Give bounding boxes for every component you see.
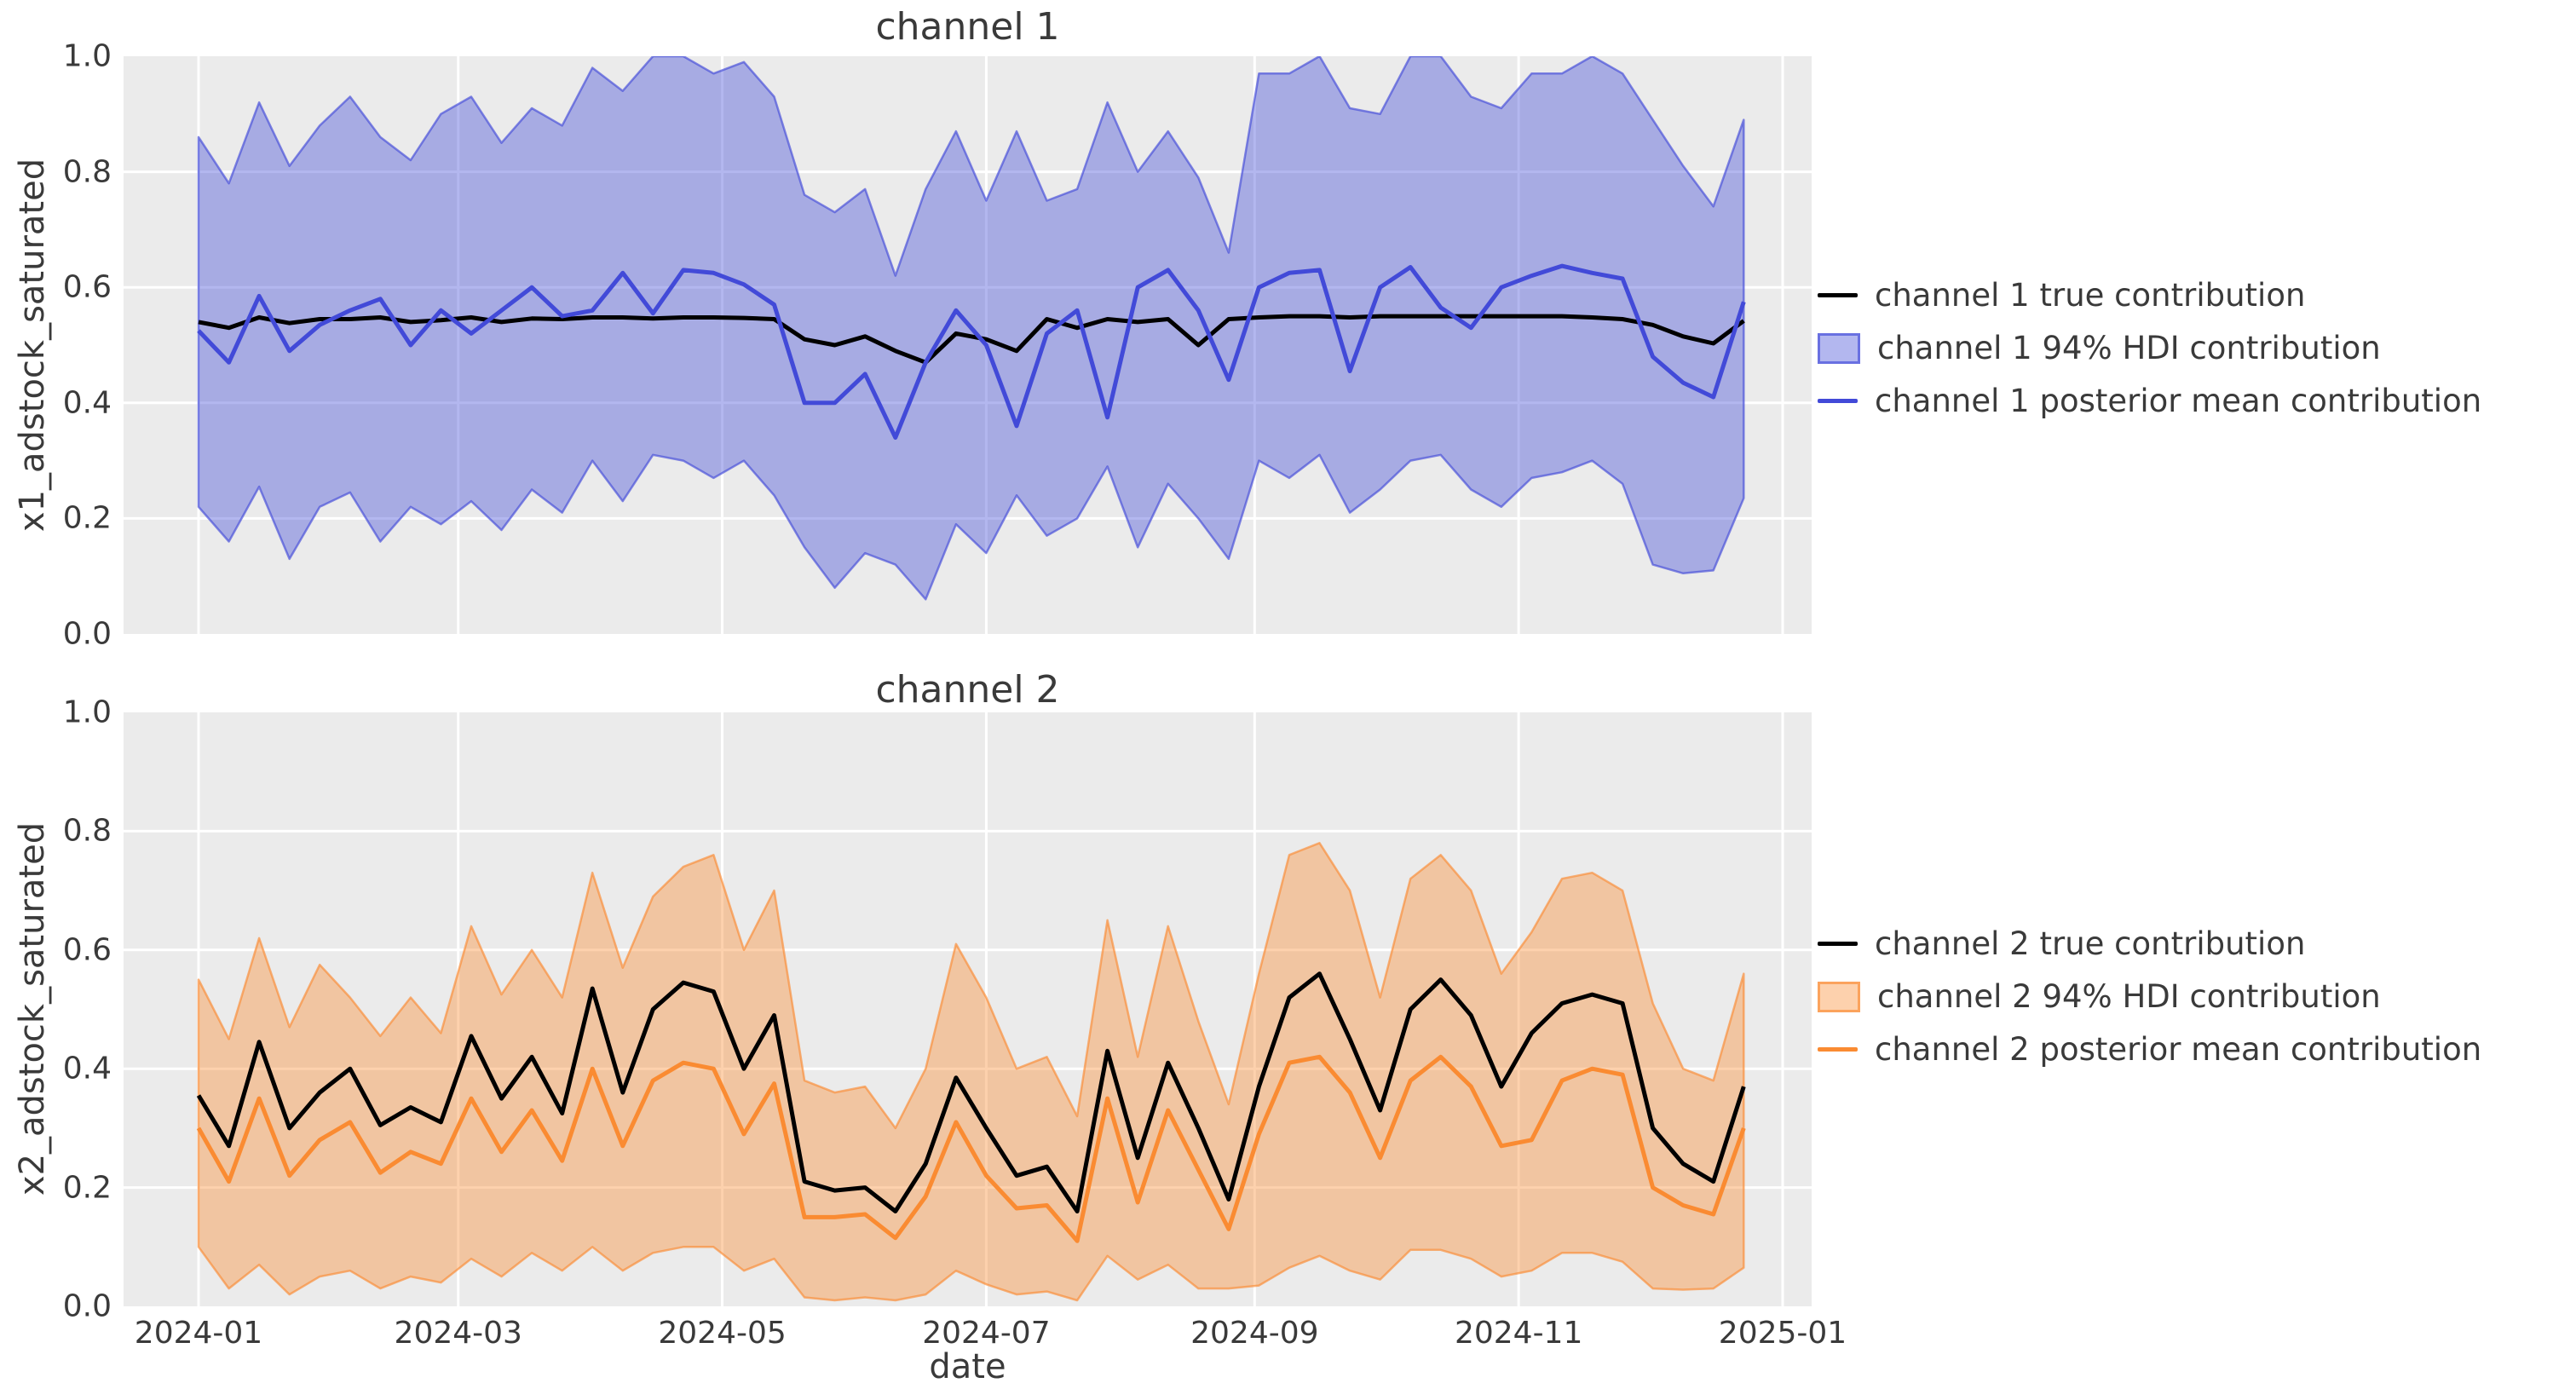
legend-label: channel 2 posterior mean contribution: [1875, 1031, 2482, 1068]
subplot-1-plot-area: [124, 56, 1812, 634]
legend-entry: channel 2 true contribution: [1818, 925, 2481, 962]
x-tick-label: 2024-05: [658, 1316, 787, 1351]
legend-label: channel 1 true contribution: [1875, 277, 2306, 314]
subplot-1-title: channel 1: [875, 5, 1060, 49]
legend-entry: channel 1 94% HDI contribution: [1818, 330, 2481, 366]
y-tick-label: 0.8: [62, 154, 112, 190]
y-tick-label: 0.0: [62, 1288, 112, 1324]
subplot-2-canvas: [124, 712, 1812, 1306]
y-tick-label: 1.0: [62, 38, 112, 74]
legend-hdi-patch-swatch: [1818, 981, 1860, 1012]
y-tick-label: 0.4: [62, 1051, 112, 1086]
x-tick-label: 2024-01: [134, 1316, 263, 1351]
legend-line-swatch: [1818, 1047, 1858, 1052]
subplot-2-y-axis-label: x2_adstock_saturated: [13, 821, 52, 1196]
legend-entry: channel 2 posterior mean contribution: [1818, 1031, 2481, 1068]
legend-line-swatch: [1818, 293, 1858, 297]
subplot-1-y-axis-label: x1_adstock_saturated: [13, 158, 52, 533]
legend-label: channel 1 posterior mean contribution: [1875, 383, 2482, 419]
x-axis-label: date: [929, 1347, 1006, 1383]
true-contribution-line: [198, 314, 1745, 365]
y-tick-label: 0.0: [62, 616, 112, 652]
y-tick-label: 0.2: [62, 500, 112, 536]
posterior-mean-line: [197, 263, 1746, 440]
legend-line-swatch: [1818, 942, 1858, 946]
y-tick-label: 0.8: [62, 813, 112, 849]
y-tick-label: 0.4: [62, 385, 112, 421]
subplot-1-canvas: [124, 56, 1812, 634]
subplot-2-legend: channel 2 true contribution channel 2 94%…: [1818, 925, 2481, 1068]
y-tick-label: 0.6: [62, 932, 112, 968]
legend-label: channel 2 94% HDI contribution: [1877, 978, 2381, 1015]
hdi-band: [197, 842, 1745, 1302]
subplot-2-plot-area: [124, 712, 1812, 1306]
true-contribution-line: [196, 971, 1746, 1213]
subplot-1-legend: channel 1 true contribution channel 1 94%…: [1818, 277, 2481, 419]
legend-label: channel 2 true contribution: [1875, 925, 2306, 962]
x-tick-label: 2024-11: [1454, 1316, 1583, 1351]
subplot-2-title: channel 2: [875, 668, 1060, 712]
x-tick-label: 2024-03: [394, 1316, 522, 1351]
y-tick-label: 0.6: [62, 269, 112, 305]
y-tick-label: 1.0: [62, 694, 112, 730]
legend-label: channel 1 94% HDI contribution: [1877, 330, 2381, 366]
legend-line-swatch: [1818, 399, 1858, 403]
plot-background: [124, 712, 1812, 1306]
y-tick-label: 0.2: [62, 1170, 112, 1206]
legend-entry: channel 1 true contribution: [1818, 277, 2481, 314]
plot-background: [124, 56, 1812, 634]
x-tick-label: 2025-01: [1718, 1316, 1847, 1351]
posterior-mean-line: [196, 1054, 1746, 1243]
x-tick-label: 2024-09: [1190, 1316, 1319, 1351]
x-tick-label: 2024-07: [922, 1316, 1051, 1351]
legend-hdi-patch-swatch: [1818, 332, 1860, 364]
legend-entry: channel 2 94% HDI contribution: [1818, 978, 2481, 1015]
legend-entry: channel 1 posterior mean contribution: [1818, 383, 2481, 419]
